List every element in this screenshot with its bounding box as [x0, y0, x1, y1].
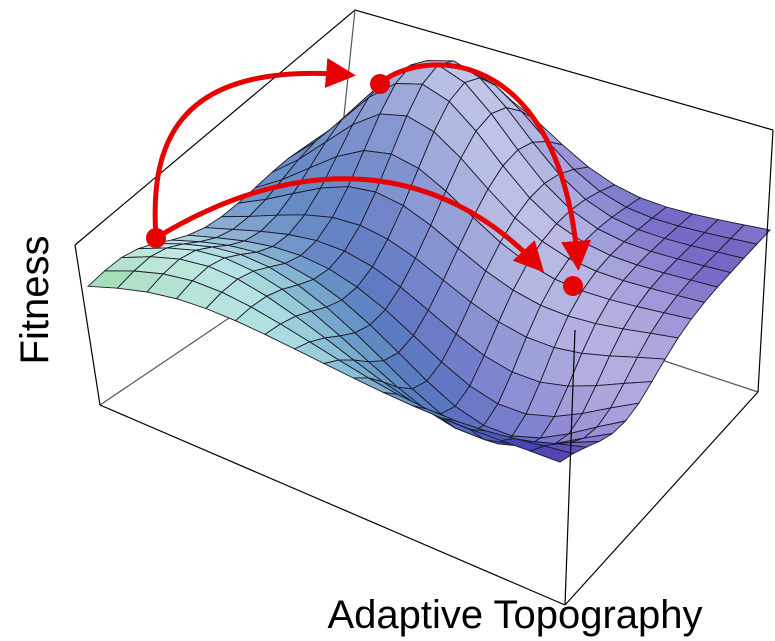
y-axis-label: Fitness [13, 236, 57, 365]
start-point [146, 228, 166, 248]
diagram: Fitness Adaptive Topography [0, 0, 775, 641]
end-point [563, 276, 583, 296]
box-right-edge [758, 130, 773, 392]
box-left-edge [75, 245, 100, 405]
page: Fitness Adaptive Topography (() => { con… [0, 0, 775, 641]
x-axis-label: Adaptive Topography [327, 593, 702, 637]
fitness-surface [88, 61, 770, 462]
peak-point [370, 74, 390, 94]
